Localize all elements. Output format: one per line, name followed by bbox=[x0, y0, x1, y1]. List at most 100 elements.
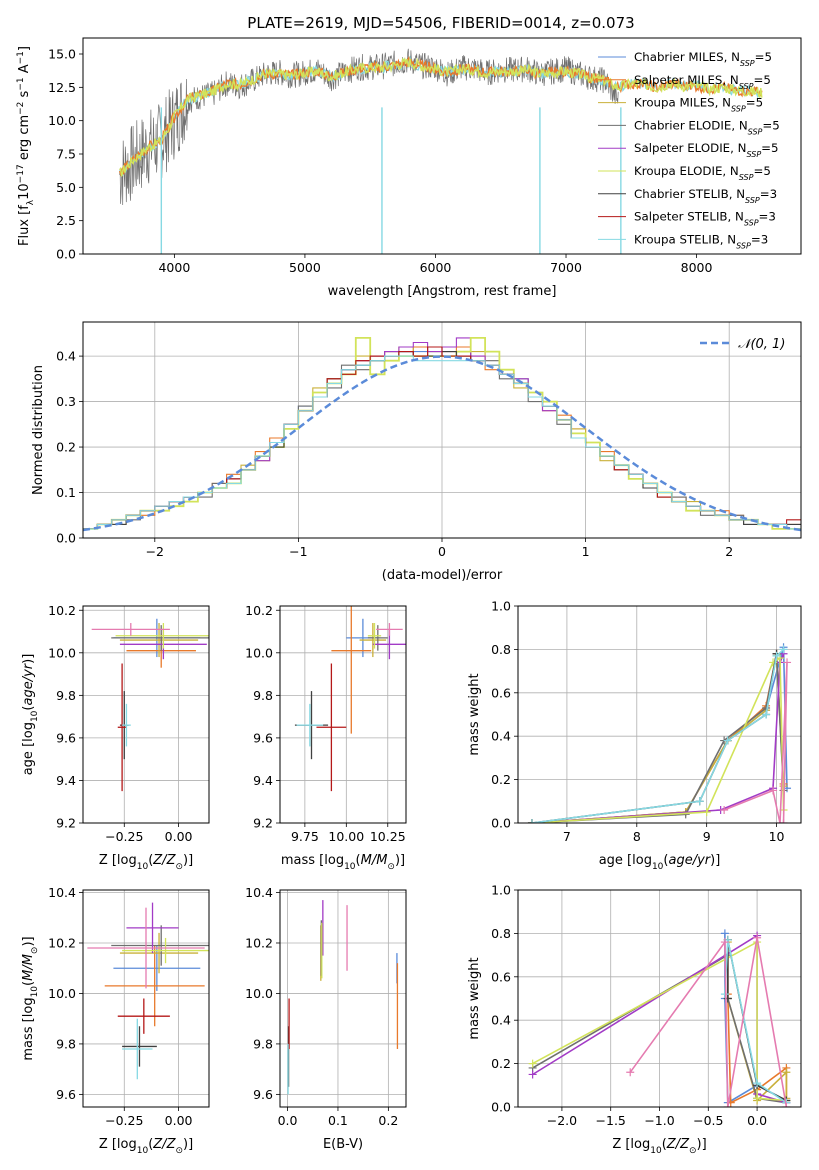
x-tick-label: 6000 bbox=[420, 260, 452, 275]
plus-marker bbox=[772, 651, 781, 660]
series-line bbox=[629, 937, 788, 1107]
y-tick-label: 9.2 bbox=[56, 816, 76, 831]
legend-label: Kroupa ELODIE, N bbox=[634, 164, 739, 178]
legend-entry: Kroupa MILES, NSSP=5 bbox=[634, 96, 763, 114]
spectrum-y-label: Flux [fλ10−17 erg cm−2 s−1 A−1] bbox=[16, 46, 36, 246]
plus-marker bbox=[528, 1059, 537, 1068]
y-tick-label: 0.4 bbox=[56, 349, 76, 364]
label-part: −17 bbox=[16, 164, 26, 183]
normal-curve bbox=[83, 355, 801, 532]
y-tick-label: 9.8 bbox=[56, 688, 76, 703]
label-part: 10 bbox=[344, 862, 356, 872]
legend-entry: Salpeter MILES, NSSP=5 bbox=[634, 73, 771, 91]
label-part: Z [log bbox=[99, 1137, 137, 1152]
label-part: ( bbox=[148, 853, 153, 868]
axes-mass-vs-EBV: 0.0 0.1 0.2 9.6 9.8 10.0 10.2 10.4 bbox=[245, 885, 406, 1128]
x-tick-label: 4000 bbox=[158, 260, 190, 275]
y-tick-label: 9.4 bbox=[56, 773, 76, 788]
figure-title: PLATE=2619, MJD=54506, FIBERID=0014, z=0… bbox=[247, 14, 634, 32]
legend-label: Chabrier MILES, N bbox=[634, 50, 740, 64]
x-tick-label: 0.1 bbox=[328, 1113, 348, 1128]
series-line bbox=[531, 653, 785, 823]
plus-marker bbox=[753, 1094, 762, 1103]
y-tick-label: 0.0 bbox=[56, 247, 76, 262]
label-part: 10 bbox=[30, 710, 40, 722]
axes-frame bbox=[82, 37, 802, 255]
legend-entry: Chabrier STELIB, NSSP=3 bbox=[634, 187, 777, 205]
residuals-x-label: (data-model)/error bbox=[382, 568, 503, 583]
plus-marker bbox=[626, 1068, 635, 1077]
plus-marker bbox=[695, 797, 704, 806]
label-part: ( bbox=[663, 853, 668, 868]
y-tick-label: 10.0 bbox=[48, 113, 76, 128]
y-tick-label: 9.2 bbox=[253, 816, 273, 831]
spectrum-series bbox=[118, 48, 763, 254]
x-tick-label: −2.0 bbox=[547, 1113, 577, 1128]
label-part: ⊙ bbox=[175, 862, 183, 872]
y-tick-label: 10.0 bbox=[245, 986, 273, 1001]
label-part: age [log bbox=[599, 853, 652, 868]
label-part: mass [log bbox=[281, 853, 344, 868]
y-tick-label: 10.2 bbox=[48, 935, 76, 950]
axes-mass-vs-Z: −0.25 0.00 9.6 9.8 10.0 10.2 10.4 bbox=[48, 885, 209, 1128]
plus-marker bbox=[779, 819, 788, 823]
legend-tail: =5 bbox=[755, 50, 772, 64]
label-part: )] bbox=[21, 654, 36, 664]
label-part: −1 bbox=[16, 77, 26, 90]
errorbar-point bbox=[122, 703, 131, 747]
y-tick-label: 10.0 bbox=[245, 645, 273, 660]
plus-marker bbox=[720, 938, 729, 947]
x-tick-label: 0.00 bbox=[165, 829, 193, 844]
label-part: Normed distribution bbox=[31, 365, 46, 495]
label-part: Z/Z bbox=[152, 853, 176, 868]
label-part: )] bbox=[183, 853, 193, 868]
plus-marker bbox=[702, 808, 711, 817]
y-tick-label: 0.0 bbox=[56, 531, 76, 546]
label-part: ⊙ bbox=[175, 1146, 183, 1156]
y-tick-label: 10.2 bbox=[245, 603, 273, 618]
label-part: ⊙ bbox=[387, 862, 395, 872]
plus-marker bbox=[720, 805, 729, 814]
errorbar-point bbox=[113, 945, 201, 991]
label-part: 10 bbox=[652, 862, 664, 872]
plus-marker bbox=[769, 786, 778, 795]
legend-entry: Salpeter STELIB, NSSP=3 bbox=[634, 210, 776, 228]
mass-weight-vs-Z-y-label: mass weight bbox=[467, 957, 482, 1039]
errorbar-point bbox=[119, 932, 199, 974]
charts-layer: 4000 5000 6000 7000 80000.02.55.07.510.012.5… bbox=[16, 37, 802, 1156]
errorbar-series bbox=[294, 606, 406, 792]
x-tick-label: 0.0 bbox=[278, 1113, 298, 1128]
x-tick-label: 2 bbox=[725, 544, 733, 559]
x-tick-label: 7000 bbox=[550, 260, 582, 275]
legend-label: Salpeter MILES, N bbox=[634, 73, 739, 87]
plus-marker bbox=[723, 1103, 732, 1107]
errorbar-point bbox=[367, 623, 382, 649]
line-series bbox=[527, 643, 792, 823]
label-part: ( bbox=[21, 981, 36, 986]
legend-sub: SSP bbox=[736, 241, 751, 250]
y-tick-label: 0.0 bbox=[491, 816, 511, 831]
errorbar-point bbox=[117, 663, 127, 792]
label-part: ] bbox=[17, 46, 32, 51]
y-tick-label: 0.1 bbox=[56, 485, 76, 500]
label-part: E(B-V) bbox=[323, 1137, 363, 1152]
x-tick-label: 10 bbox=[769, 829, 785, 844]
x-tick-label: 0 bbox=[438, 544, 446, 559]
x-tick-label: 8000 bbox=[681, 260, 713, 275]
y-tick-label: 9.4 bbox=[253, 773, 273, 788]
label-part: s bbox=[17, 90, 32, 101]
mass-weight-vs-Z-x-label: Z [log10(Z/Z⊙)] bbox=[612, 1137, 706, 1156]
y-tick-label: 0.0 bbox=[491, 1100, 511, 1115]
x-tick-label: −1.0 bbox=[644, 1113, 674, 1128]
x-tick-label: −1.5 bbox=[596, 1113, 626, 1128]
series-line bbox=[532, 940, 787, 1102]
label-part: ( bbox=[662, 1137, 667, 1152]
legend-entry: Chabrier MILES, NSSP=5 bbox=[634, 50, 772, 68]
errorbar-point bbox=[104, 945, 205, 1027]
y-tick-label: 0.4 bbox=[491, 1013, 511, 1028]
legend-tail: =3 bbox=[751, 232, 768, 246]
legend-tail: =5 bbox=[753, 164, 770, 178]
legend-tail: =5 bbox=[761, 141, 778, 155]
